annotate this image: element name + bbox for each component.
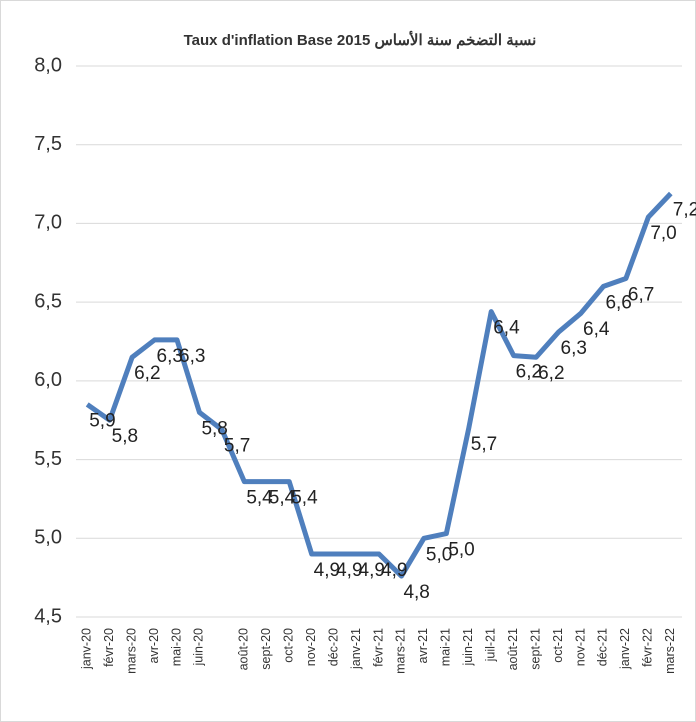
- x-tick-label: oct-21: [551, 628, 565, 663]
- x-tick-label: janv-22: [618, 628, 632, 670]
- data-label: 6,3: [561, 338, 587, 359]
- x-tick-label: déc-21: [596, 628, 610, 666]
- x-tick-label: avr-21: [416, 628, 430, 663]
- x-tick-label: mai-21: [439, 628, 453, 666]
- data-label: 5,9: [89, 410, 115, 431]
- y-tick-label: 5,0: [34, 527, 62, 549]
- data-line: [85, 191, 673, 579]
- data-label: 4,8: [403, 582, 429, 603]
- x-tick-label: sept-21: [528, 628, 542, 670]
- data-label: 6,4: [583, 319, 610, 340]
- x-tick-label: juin-21: [461, 628, 475, 667]
- x-tick-label: janv-20: [80, 628, 94, 670]
- x-tick-label: mars-20: [124, 628, 138, 674]
- x-tick-label: févr-21: [371, 628, 385, 667]
- y-tick-label: 7,5: [34, 133, 62, 155]
- x-tick-label: nov-20: [304, 628, 318, 666]
- data-label: 5,4: [291, 488, 318, 509]
- data-label: 6,2: [516, 362, 542, 383]
- x-tick-label: juin-20: [192, 628, 206, 667]
- x-tick-label: mars-21: [394, 628, 408, 674]
- data-label: 4,9: [381, 560, 407, 581]
- x-tick-label: mars-22: [663, 628, 677, 674]
- data-label: 5,7: [224, 436, 250, 457]
- data-label: 5,4: [246, 488, 273, 509]
- y-tick-label: 7,0: [34, 212, 62, 234]
- y-tick-label: 4,5: [34, 605, 62, 627]
- data-label: 7,0: [650, 223, 676, 244]
- data-label: 5,8: [112, 426, 138, 447]
- data-label: 5,0: [448, 540, 474, 561]
- y-tick-label: 6,0: [34, 369, 62, 391]
- x-tick-label: août-20: [237, 628, 251, 670]
- data-label: 6,4: [493, 318, 520, 339]
- y-tick-label: 6,5: [34, 290, 62, 312]
- data-label: 6,2: [134, 363, 160, 384]
- y-tick-label: 8,0: [34, 54, 62, 76]
- x-tick-label: avr-20: [147, 628, 161, 663]
- x-tick-label: mai-20: [169, 628, 183, 666]
- chart-title: Taux d'inflation Base 2015 نسبة التضخم س…: [184, 30, 537, 49]
- x-tick-label: nov-21: [573, 628, 587, 666]
- data-label: 5,0: [426, 544, 452, 565]
- x-tick-label: févr-22: [641, 628, 655, 667]
- data-label: 4,9: [336, 560, 362, 581]
- x-tick-label: déc-20: [326, 628, 340, 666]
- x-tick-label: févr-20: [102, 628, 116, 667]
- data-label: 6,6: [605, 292, 631, 313]
- data-label: 4,9: [314, 560, 340, 581]
- data-label: 6,7: [628, 285, 654, 306]
- data-label: 6,2: [538, 363, 564, 384]
- x-tick-label: août-21: [506, 628, 520, 670]
- data-label: 6,3: [157, 346, 183, 367]
- data-label: 4,9: [359, 560, 385, 581]
- x-tick-label: oct-20: [282, 628, 296, 663]
- x-tick-label: juil-21: [484, 628, 498, 662]
- data-label: 6,3: [179, 346, 205, 367]
- y-tick-label: 5,5: [34, 448, 62, 470]
- x-tick-label: sept-20: [259, 628, 273, 670]
- x-tick-label: janv-21: [349, 628, 363, 670]
- data-label: 5,4: [269, 488, 296, 509]
- data-label: 5,8: [201, 418, 227, 439]
- data-label: 5,7: [471, 434, 497, 455]
- data-label: 7,2: [673, 200, 696, 221]
